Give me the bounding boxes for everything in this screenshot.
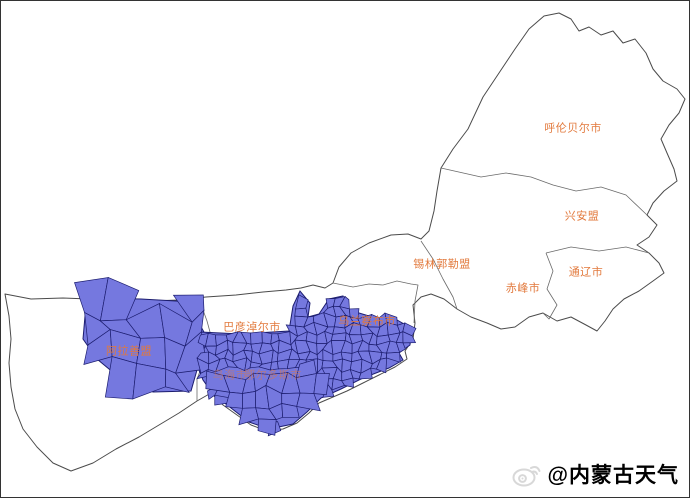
border-xilingol-chifeng (420, 240, 458, 310)
province-border-path (4, 12, 686, 472)
highlight-polygon (313, 373, 330, 396)
highlight-polygon (376, 357, 388, 374)
highlight-polygon (330, 332, 347, 341)
highlight-polygon (334, 314, 347, 329)
highlight-polygon (165, 368, 190, 394)
border-xingan-tongliao (545, 246, 650, 254)
highlight-polygon (261, 331, 273, 345)
highlight-polygon (281, 403, 300, 418)
highlight-polygon (257, 418, 277, 436)
watermark: @内蒙古天气 (512, 459, 679, 489)
highlight-polygon (132, 363, 167, 400)
highlight-polygon (296, 392, 321, 412)
highlight-polygon (386, 351, 401, 363)
highlight-polygon (395, 342, 406, 353)
highlight-polygon (294, 307, 309, 318)
province-outline (4, 12, 686, 472)
border-chifeng-tongliao (542, 252, 558, 320)
highlight-polygon (242, 391, 257, 409)
highlight-polygon (341, 377, 354, 388)
highlight-polygon (402, 331, 417, 344)
highlight-polygon (358, 367, 373, 380)
border-ulanqab-north (332, 280, 419, 324)
border-hulunbuir-south (440, 167, 648, 216)
prefecture-borders (196, 167, 650, 401)
weibo-icon (512, 466, 541, 487)
watermark-text: @内蒙古天气 (547, 464, 679, 487)
highlight-polygon (250, 331, 263, 345)
highlighted-region (74, 276, 417, 437)
